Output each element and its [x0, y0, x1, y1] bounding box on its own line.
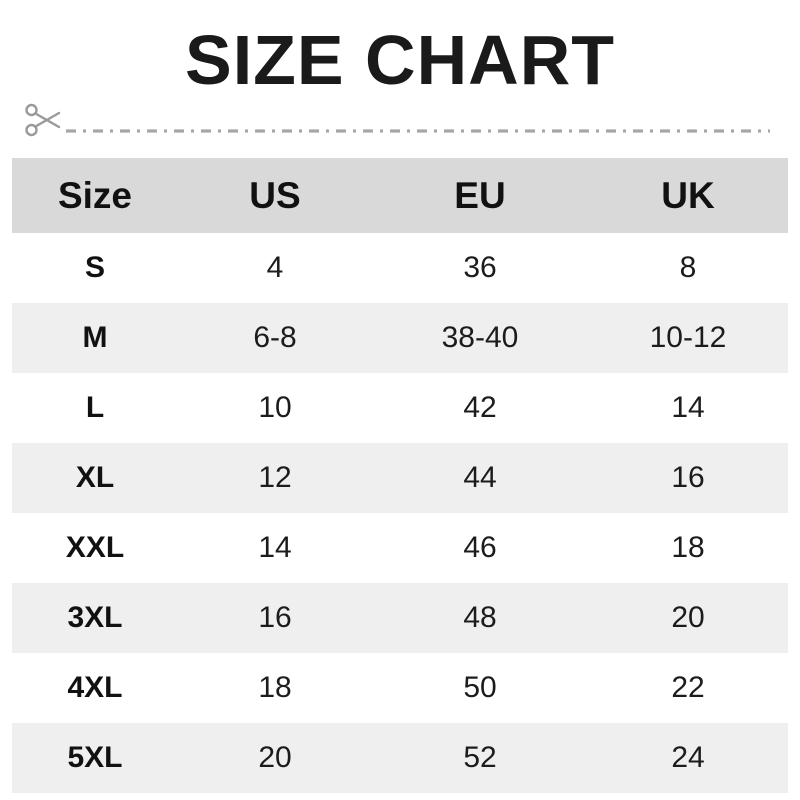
size-label-cell: 4XL [67, 671, 123, 704]
uk-value-cell: 8 [679, 251, 697, 284]
eu-value-cell: 42 [463, 391, 497, 424]
size-label-cell: 3XL [12, 583, 178, 653]
eu-value-cell: 38-40 [372, 303, 588, 373]
eu-value-cell: 48 [372, 583, 588, 653]
eu-value-cell: 46 [463, 531, 497, 564]
page-title: SIZE CHART [185, 21, 615, 99]
column-header-us: US [178, 158, 372, 233]
size-label-cell: XL [12, 443, 178, 513]
eu-value-cell: 50 [463, 671, 497, 704]
table-row: 3XL 16 48 20 [12, 583, 788, 653]
uk-value-cell: 22 [671, 671, 705, 704]
us-value-cell: 18 [258, 671, 292, 704]
size-chart-table: Size US EU UK S 4 36 8 M 6-8 38-40 10-12… [12, 158, 788, 793]
header-row: Size US EU UK [12, 158, 788, 233]
eu-value-cell: 52 [372, 723, 588, 793]
table-row: XXL 14 46 18 [12, 513, 788, 583]
table-row: S 4 36 8 [12, 233, 788, 303]
table-row: M 6-8 38-40 10-12 [12, 303, 788, 373]
uk-value-cell: 14 [671, 391, 705, 424]
us-value-cell: 4 [266, 251, 284, 284]
us-value-cell: 10 [258, 391, 292, 424]
size-label-cell: XXL [65, 531, 125, 564]
uk-value-cell: 20 [588, 583, 788, 653]
table-row: L 10 42 14 [12, 373, 788, 443]
size-label-cell: M [12, 303, 178, 373]
size-label-cell: S [84, 251, 105, 284]
us-value-cell: 16 [178, 583, 372, 653]
uk-value-cell: 16 [588, 443, 788, 513]
size-label-cell: L [85, 391, 105, 424]
us-value-cell: 12 [178, 443, 372, 513]
eu-value-cell: 36 [463, 251, 497, 284]
size-label-cell: 5XL [12, 723, 178, 793]
column-header-eu: EU [372, 158, 588, 233]
us-value-cell: 6-8 [178, 303, 372, 373]
table-row: 5XL 20 52 24 [12, 723, 788, 793]
us-value-cell: 14 [258, 531, 292, 564]
size-table-body: S 4 36 8 M 6-8 38-40 10-12 L 10 42 14 XL… [12, 233, 788, 793]
column-header-size: Size [12, 158, 178, 233]
size-table-header: Size US EU UK [12, 158, 788, 233]
cut-line [24, 100, 770, 144]
eu-value-cell: 44 [372, 443, 588, 513]
uk-value-cell: 10-12 [588, 303, 788, 373]
uk-value-cell: 18 [671, 531, 705, 564]
scissors-icon [24, 99, 64, 146]
table-row: XL 12 44 16 [12, 443, 788, 513]
us-value-cell: 20 [178, 723, 372, 793]
uk-value-cell: 24 [588, 723, 788, 793]
table-row: 4XL 18 50 22 [12, 653, 788, 723]
dash-dot-cut-line [66, 120, 770, 133]
column-header-uk: UK [588, 158, 788, 233]
